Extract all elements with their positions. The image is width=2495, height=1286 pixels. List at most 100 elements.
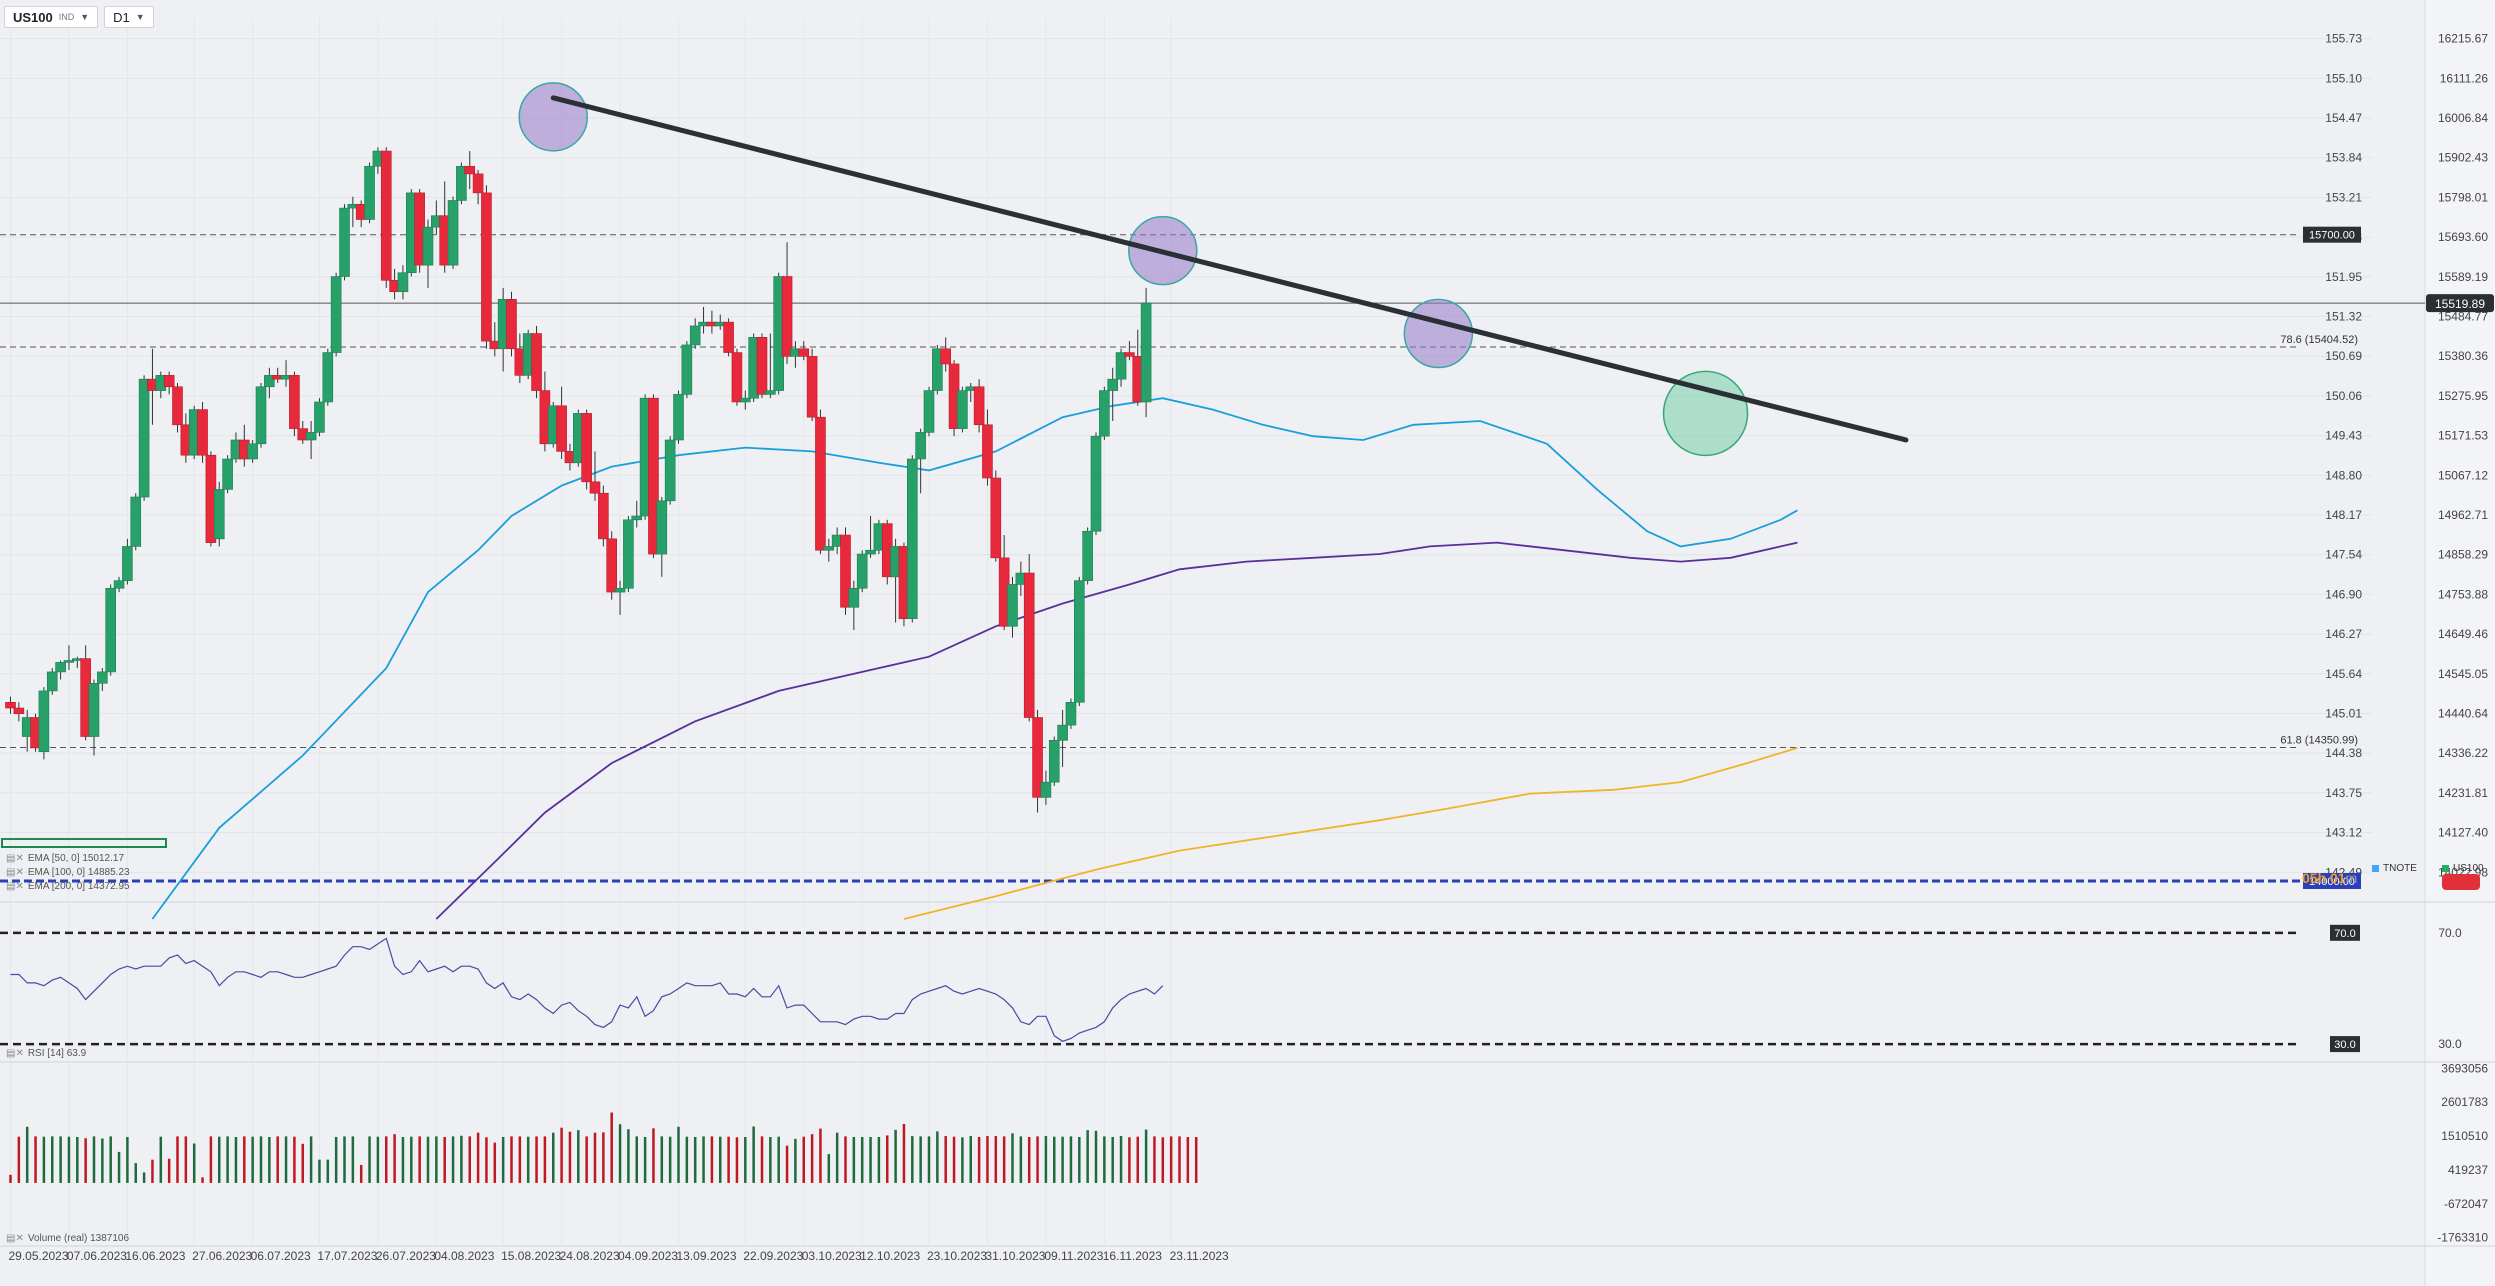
price-tick-label: 15275.95 xyxy=(2438,389,2488,403)
candle-body xyxy=(38,690,50,753)
price-axis-panel xyxy=(2425,0,2495,1286)
volume-axis-label: 3693056 xyxy=(2441,1061,2488,1075)
price-tick-label: 15171.53 xyxy=(2438,429,2488,443)
candle-body xyxy=(623,519,634,589)
volume-value: 1387106 xyxy=(90,1233,130,1244)
candle-body xyxy=(848,587,860,608)
settings-icon[interactable]: ▤✕ xyxy=(6,1233,24,1244)
rsi-name: RSI [14] xyxy=(27,1048,64,1059)
date-tick-label: 23.10.2023 xyxy=(927,1249,987,1263)
candle-body xyxy=(305,432,317,441)
countdown-hours: 05h xyxy=(2302,870,2327,886)
ema200-name: EMA [200, 0] xyxy=(27,881,86,892)
settings-icon[interactable]: ▤✕ xyxy=(6,1048,24,1059)
candle-body xyxy=(138,378,150,498)
candle-body xyxy=(163,375,175,388)
candle-body xyxy=(172,386,183,426)
overlay-scale-label: 148.17 xyxy=(2325,508,2362,522)
candle-body xyxy=(932,348,943,391)
candle-body xyxy=(1090,435,1102,532)
candle-body xyxy=(1007,584,1018,627)
volume-axis-label: 2601783 xyxy=(2441,1095,2488,1109)
overlay-scale-label: 144.38 xyxy=(2325,746,2362,760)
candle-body xyxy=(631,515,643,521)
candle-body xyxy=(13,707,25,715)
chevron-down-icon: ▼ xyxy=(135,12,145,22)
ema100-legend[interactable]: ▤✕ EMA [100, 0] 14885.23 xyxy=(6,867,130,878)
overlay-scale-label: 143.12 xyxy=(2325,826,2362,840)
candle-body xyxy=(63,660,75,663)
volume-axis-label: 1510510 xyxy=(2441,1129,2488,1143)
price-tick-label: 15589.19 xyxy=(2438,270,2488,284)
candle-body xyxy=(322,352,334,403)
candle-body xyxy=(664,439,676,502)
trendline xyxy=(550,95,1909,443)
candle-body xyxy=(255,386,267,445)
symbol-legend-tnote[interactable]: TNOTE xyxy=(2372,863,2417,874)
price-tick-label: 15798.01 xyxy=(2438,190,2488,204)
ema50-legend[interactable]: ▤✕ EMA [50, 0] 15012.17 xyxy=(6,853,124,864)
candle-body xyxy=(856,553,868,589)
candle-body xyxy=(222,458,233,490)
candle-body xyxy=(1140,302,1152,403)
settings-icon[interactable]: ▤✕ xyxy=(6,867,24,878)
candle-body xyxy=(806,356,818,418)
price-tick-label: 14858.29 xyxy=(2438,548,2488,562)
price-tick-label: 16006.84 xyxy=(2438,111,2488,125)
overlay-scale-label: 143.75 xyxy=(2325,786,2362,800)
price-tick-label: 14231.81 xyxy=(2438,786,2488,800)
rsi-legend[interactable]: ▤✕ RSI [14] 63.9 xyxy=(6,1048,86,1059)
candle-body xyxy=(472,173,484,194)
ema200-legend[interactable]: ▤✕ EMA [200, 0] 14372.95 xyxy=(6,881,130,892)
candle-body xyxy=(648,397,659,555)
symbol-selector[interactable]: US100 IND ▼ xyxy=(4,6,99,28)
candle-body xyxy=(397,272,409,293)
symbol-legend-label: TNOTE xyxy=(2383,863,2417,874)
chevron-down-icon: ▼ xyxy=(80,12,90,22)
settings-icon[interactable]: ▤✕ xyxy=(6,881,24,892)
timeframe-label: D1 xyxy=(113,9,130,25)
overlay-scale-label: 149.43 xyxy=(2325,429,2362,443)
timeframe-selector[interactable]: D1 ▼ xyxy=(104,6,154,28)
rsi-axis-label: 70.0 xyxy=(2438,926,2462,940)
price-tick-label: 15484.77 xyxy=(2438,310,2488,324)
current-price-label: 15519.89 xyxy=(2435,297,2485,311)
overlay-scale-label: 151.32 xyxy=(2325,310,2362,324)
volume-legend[interactable]: ▤✕ Volume (real) 1387106 xyxy=(6,1233,129,1244)
level-tag xyxy=(2303,872,2361,889)
countdown-minutes: 01 xyxy=(2330,870,2346,886)
candle-body xyxy=(264,375,275,388)
date-tick-label: 12.10.2023 xyxy=(860,1249,920,1263)
overlay-scale-label: 145.01 xyxy=(2325,706,2362,720)
candle-body xyxy=(1065,702,1077,726)
candle-body xyxy=(1124,352,1135,357)
candle-body xyxy=(97,671,108,684)
candle-body xyxy=(673,394,684,441)
ema-line-1 xyxy=(435,541,1798,920)
candle-body xyxy=(122,546,133,581)
volume-axis-label: -672047 xyxy=(2444,1197,2488,1211)
date-tick-label: 07.06.2023 xyxy=(67,1249,127,1263)
price-tick-label: 16215.67 xyxy=(2438,32,2488,46)
candle-body xyxy=(46,671,58,692)
sell-button[interactable] xyxy=(2442,874,2480,890)
settings-icon[interactable]: ▤✕ xyxy=(6,853,24,864)
symbol-tag: IND xyxy=(58,12,75,22)
level-tag xyxy=(2303,226,2361,243)
candle-body xyxy=(506,299,517,350)
candle-body xyxy=(130,496,142,547)
overlay-scale-label: 151.95 xyxy=(2325,270,2362,284)
candle-body xyxy=(581,413,592,483)
date-tick-label: 24.08.2023 xyxy=(560,1249,620,1263)
symbol-legend-us100[interactable]: US100 xyxy=(2442,863,2484,874)
price-tick-label: 14545.05 xyxy=(2438,667,2488,681)
toolbar: US100 IND ▼ D1 ▼ xyxy=(4,6,154,28)
price-tick-label: 14127.40 xyxy=(2438,826,2488,840)
date-tick-label: 17.07.2023 xyxy=(317,1249,377,1263)
candle-body xyxy=(197,409,208,456)
candle-body xyxy=(1023,572,1035,718)
price-tick-label: 14649.46 xyxy=(2438,627,2488,641)
rsi-line xyxy=(10,937,1164,1042)
date-tick-label: 03.10.2023 xyxy=(802,1249,862,1263)
